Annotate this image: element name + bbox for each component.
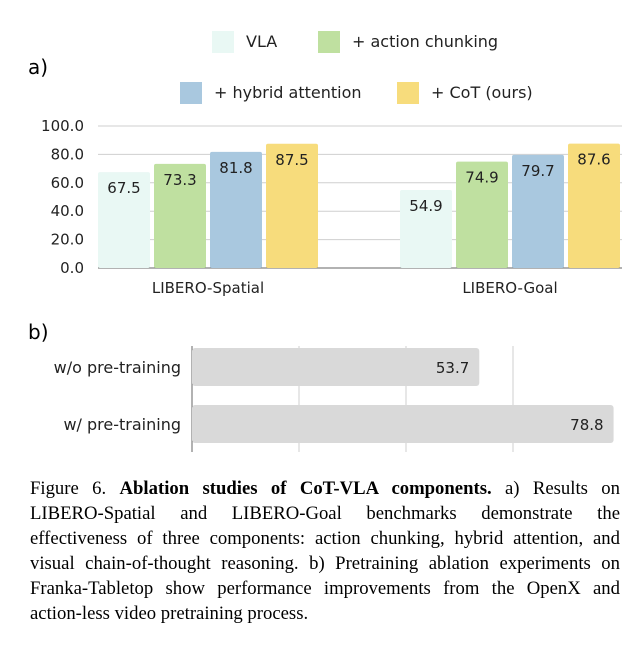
y-tick-label: 40.0 xyxy=(51,202,84,220)
legend-swatch-cot-ours xyxy=(397,82,419,104)
data-label-libero-spatial-hybrid-attention: 81.8 xyxy=(219,159,252,177)
data-label-libero-spatial-action-chunking: 73.3 xyxy=(163,171,196,189)
hbar-w-o-pre-training xyxy=(192,348,480,386)
legend-label-vla: VLA xyxy=(246,32,277,51)
bar-libero-spatial-cot-ours xyxy=(266,143,318,268)
legend-swatch-vla xyxy=(212,31,234,53)
bar-libero-spatial-action-chunking xyxy=(154,163,206,268)
caption-title: Ablation studies of CoT-VLA components. xyxy=(119,478,492,499)
hbar-w-pre-training xyxy=(192,405,614,443)
x-category-label-libero-goal: LIBERO-Goal xyxy=(462,279,557,297)
data-label-libero-spatial-vla: 67.5 xyxy=(107,179,140,197)
caption-text: a) Results on LIBERO-Spatial and LIBERO-… xyxy=(30,478,620,624)
hbar-category-w-pre-training: w/ pre-training xyxy=(63,415,181,434)
data-label-libero-goal-action-chunking: 74.9 xyxy=(465,169,498,187)
figure-charts: a) VLA + action chunking + hybrid attention… xyxy=(28,31,622,452)
hbar-category-w-o-pre-training: w/o pre-training xyxy=(54,358,181,377)
data-label-libero-goal-vla: 54.9 xyxy=(409,197,442,215)
data-label-libero-spatial-cot-ours: 87.5 xyxy=(275,151,308,169)
legend-swatch-hybrid-attention xyxy=(180,82,202,104)
caption-prefix: Figure 6. xyxy=(30,478,120,499)
legend-label-action-chunking: + action chunking xyxy=(352,32,498,51)
bar-libero-goal-action-chunking xyxy=(456,161,508,268)
hbar-value-w-pre-training: 78.8 xyxy=(570,416,603,434)
legend-swatch-action-chunking xyxy=(318,31,340,53)
bar-libero-goal-vla xyxy=(400,190,452,268)
x-category-label-libero-spatial: LIBERO-Spatial xyxy=(152,279,264,297)
bar-libero-goal-cot-ours xyxy=(568,143,620,268)
data-label-libero-goal-cot-ours: 87.6 xyxy=(577,151,610,169)
legend-label-cot-ours: + CoT (ours) xyxy=(431,83,533,102)
panel-b-label: b) xyxy=(28,320,49,344)
panel-a-label: a) xyxy=(28,55,48,79)
hbar-value-w-o-pre-training: 53.7 xyxy=(436,359,469,377)
figure-caption: Figure 6. Ablation studies of CoT-VLA co… xyxy=(30,476,620,626)
bar-libero-spatial-vla xyxy=(98,172,150,268)
y-tick-label: 60.0 xyxy=(51,174,84,192)
y-tick-label: 100.0 xyxy=(41,117,84,135)
bar-libero-goal-hybrid-attention xyxy=(512,154,564,268)
y-tick-label: 20.0 xyxy=(51,231,84,249)
y-tick-label: 0.0 xyxy=(60,259,84,277)
bar-libero-spatial-hybrid-attention xyxy=(210,151,262,268)
data-label-libero-goal-hybrid-attention: 79.7 xyxy=(521,162,554,180)
legend-label-hybrid-attention: + hybrid attention xyxy=(214,83,362,102)
y-tick-label: 80.0 xyxy=(51,145,84,163)
